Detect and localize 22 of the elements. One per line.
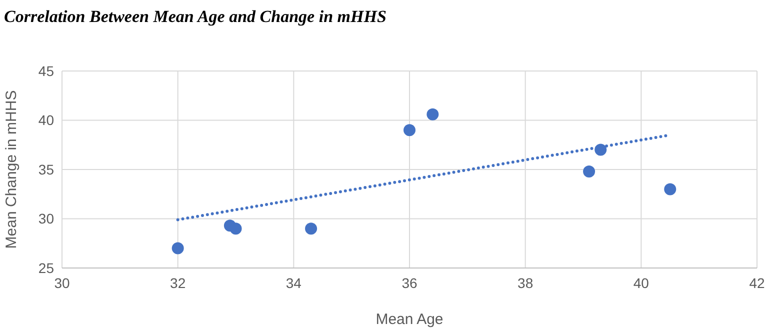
y-tick-label: 45 [38,62,54,79]
y-tick-label: 35 [38,161,54,178]
x-tick-label: 40 [633,275,650,291]
y-tick-label: 30 [38,210,54,227]
point [404,124,416,136]
point [583,165,596,178]
y-axis-title: Mean Change in mHHS [3,90,20,249]
point [305,222,318,235]
point [664,183,676,196]
x-tick-label: 38 [518,275,534,291]
point [426,108,439,120]
y-tick-label: 25 [38,260,54,276]
x-tick-label: 32 [170,275,186,291]
x-tick-label: 42 [749,275,765,291]
x-tick-label: 36 [402,275,418,291]
x-axis-title: Mean Age [376,311,444,328]
point [172,242,184,254]
point [230,222,242,235]
x-tick-label: 34 [286,275,302,291]
chart-title: Correlation Between Mean Age and Change in mHHS [4,7,386,26]
x-tick-label: 30 [54,275,70,291]
y-tick-label: 40 [38,112,54,128]
